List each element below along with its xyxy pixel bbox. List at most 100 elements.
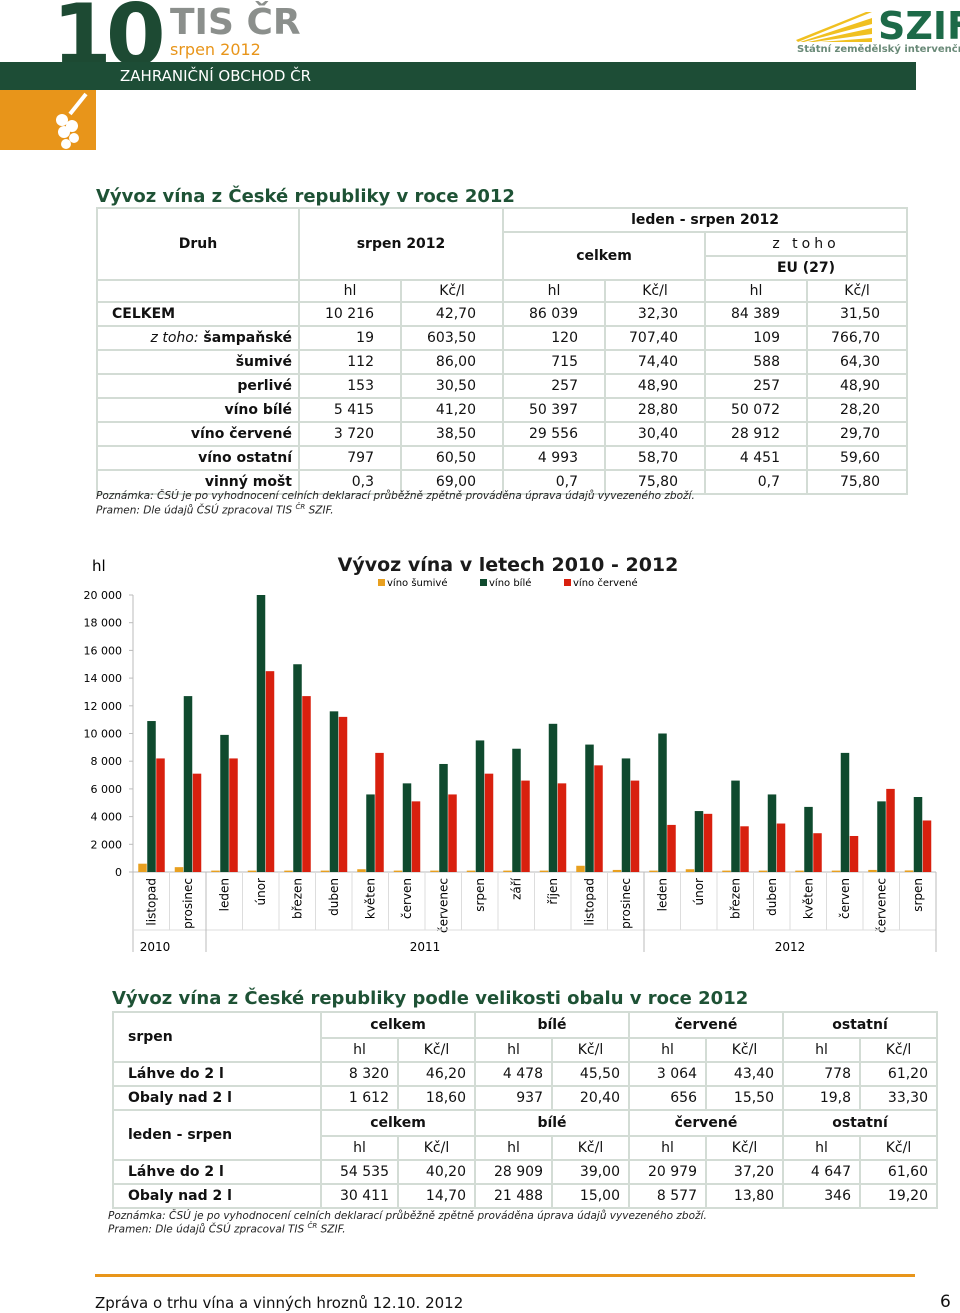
x-tick-label: červen — [838, 878, 852, 919]
value: 37,20 — [705, 1159, 784, 1185]
table-title: Vývoz vína z České republiky podle velik… — [112, 988, 749, 1009]
group-header: bílé — [474, 1011, 630, 1039]
row-prefix: z toho: — [150, 330, 199, 346]
value: 120 — [502, 325, 606, 351]
value: 257 — [502, 373, 606, 399]
x-group-label: 2010 — [140, 940, 171, 954]
table-title: Vývoz vína z České republiky v roce 2012 — [96, 186, 515, 207]
x-tick-label: únor — [692, 878, 706, 906]
y-tick-label: 6 000 — [91, 783, 123, 796]
logo-mark — [796, 12, 872, 42]
value: 29,70 — [805, 421, 909, 447]
value: 18,60 — [397, 1085, 476, 1111]
value: 4 993 — [502, 445, 606, 471]
bar — [731, 780, 740, 872]
unit: Kč/l — [705, 1135, 784, 1161]
bar — [512, 748, 521, 872]
legend-label: víno šumivé — [387, 577, 447, 589]
value: 0,7 — [502, 469, 606, 495]
bar — [758, 870, 768, 872]
bar — [247, 870, 257, 872]
bar — [840, 752, 850, 872]
value: 75,80 — [805, 469, 909, 495]
row-label: Láhve do 2 l — [112, 1159, 322, 1185]
bar — [694, 811, 704, 872]
data-row: CELKEM 10 216 42,70 86 039 32,30 84 389 31,50 — [96, 301, 909, 327]
package-table: srpen celkem bílé červené ostatní hl Kč/l hl Kč/… — [112, 1011, 938, 1209]
source: Pramen: Dle údajů ČSÚ zpracoval TIS ČR S… — [108, 1222, 346, 1236]
x-tick-label: září — [509, 877, 523, 900]
bar — [548, 723, 558, 872]
unit: hl — [320, 1037, 399, 1063]
value: 20 979 — [628, 1159, 707, 1185]
header-bar — [0, 62, 916, 90]
footer-text: Zpráva o trhu vína a vinných hroznů 12.1… — [95, 1294, 464, 1312]
group-header: celkem — [320, 1011, 476, 1039]
source-sup: ČR — [307, 1222, 318, 1230]
unit: hl — [474, 1037, 553, 1063]
row-label: Obaly nad 2 l — [112, 1183, 322, 1209]
row-label: víno ostatní — [96, 445, 300, 471]
row-name: CELKEM — [112, 306, 176, 322]
value: 54 535 — [320, 1159, 399, 1185]
value: 46,20 — [397, 1061, 476, 1087]
value: 28,80 — [604, 397, 706, 423]
bar — [265, 671, 275, 872]
chart-title: Vývoz vína v letech 2010 - 2012 — [338, 554, 679, 576]
unit: Kč/l — [397, 1037, 476, 1063]
bar — [183, 696, 193, 872]
legend-swatch — [378, 579, 385, 586]
value: 28 909 — [474, 1159, 553, 1185]
period: srpen 2012 — [170, 40, 261, 59]
bar — [320, 870, 330, 872]
note: Poznámka: ČSÚ je po vyhodnocení celních … — [96, 490, 695, 502]
row-label: vinný mošt — [96, 469, 300, 495]
bar — [256, 595, 266, 872]
value: 257 — [704, 373, 808, 399]
value: 937 — [474, 1085, 553, 1111]
value: 28,20 — [805, 397, 909, 423]
value: 3 064 — [628, 1061, 707, 1087]
header-cell: srpen 2012 — [298, 207, 504, 281]
value: 778 — [782, 1061, 861, 1087]
x-tick-label: březen — [728, 878, 742, 919]
value: 656 — [628, 1085, 707, 1111]
unit-row: hl Kč/l hl Kč/l hl Kč/l — [96, 279, 909, 303]
group-header: červené — [628, 1011, 784, 1039]
unit: Kč/l — [551, 1135, 630, 1161]
grape-icon — [56, 92, 88, 149]
value: 30,40 — [604, 421, 706, 447]
value: 64,30 — [805, 349, 909, 375]
value: 69,00 — [400, 469, 504, 495]
bar — [229, 758, 238, 872]
unit: hl — [782, 1037, 861, 1063]
value: 33,30 — [859, 1085, 938, 1111]
row-label: CELKEM — [96, 301, 300, 327]
bar — [484, 773, 494, 872]
value: 40,20 — [397, 1159, 476, 1185]
value: 766,70 — [805, 325, 909, 351]
value: 20,40 — [551, 1085, 630, 1111]
value: 84 389 — [704, 301, 808, 327]
unit-row: hl Kč/l hl Kč/l hl Kč/l hl Kč/l — [113, 1135, 938, 1161]
note: Poznámka: ČSÚ je po vyhodnocení celních … — [108, 1210, 707, 1222]
unit: Kč/l — [604, 279, 706, 303]
value: 112 — [298, 349, 402, 375]
x-tick-label: červen — [400, 878, 414, 919]
bar — [813, 833, 822, 872]
group-header: bílé — [474, 1109, 630, 1137]
value: 61,60 — [859, 1159, 938, 1185]
value: 13,80 — [705, 1183, 784, 1209]
chart: hl Vývoz vína v letech 2010 - 2012 0 2 00… — [84, 554, 937, 954]
x-tick-label: srpen — [911, 878, 925, 912]
bar — [192, 773, 202, 872]
bar — [576, 865, 585, 872]
source: Pramen: Dle údajů ČSÚ zpracoval TIS ČR S… — [96, 503, 334, 517]
section-name: ZAHRANIČNÍ OBCHOD ČR — [120, 67, 312, 85]
group-header: ostatní — [782, 1011, 938, 1039]
row-name: šumivé — [235, 354, 292, 370]
y-tick-label: 0 — [115, 866, 122, 879]
value: 59,60 — [805, 445, 909, 471]
